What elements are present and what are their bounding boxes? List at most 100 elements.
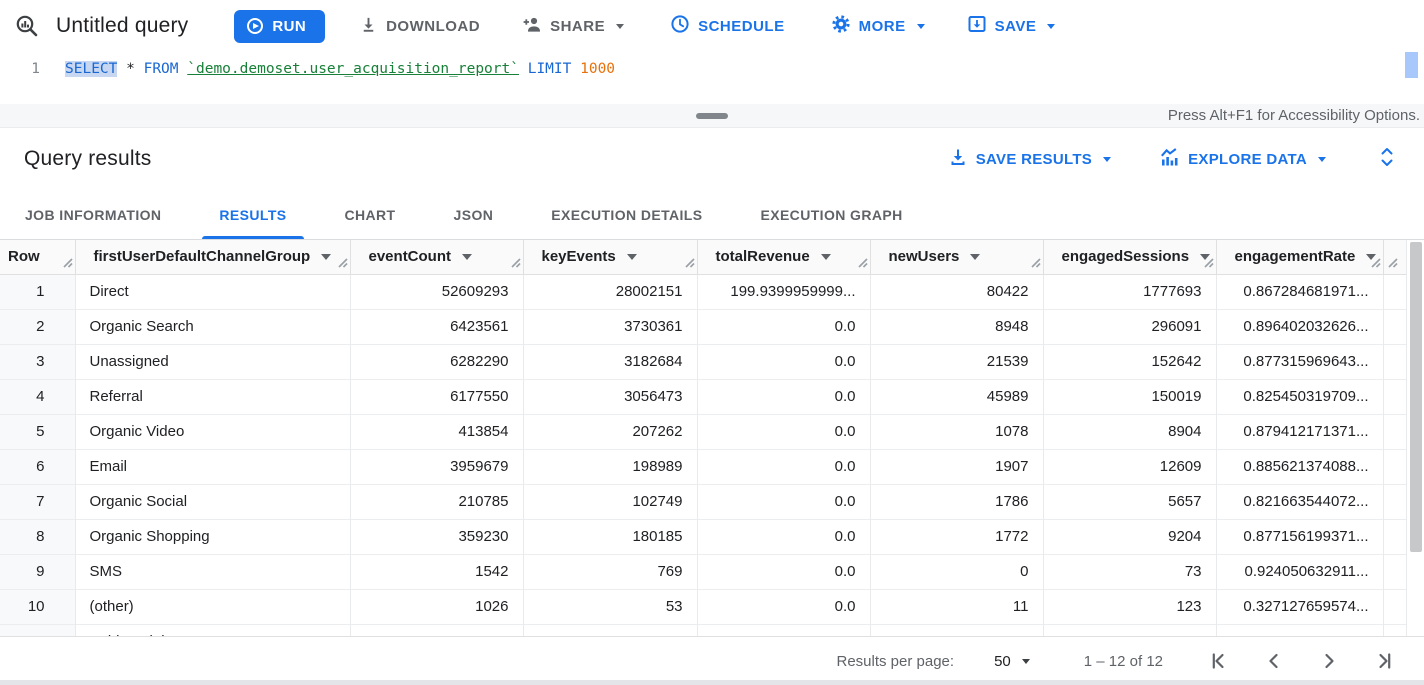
- accessibility-hint: Press Alt+F1 for Accessibility Options.: [1167, 107, 1420, 124]
- newUsers-cell: 11: [870, 588, 1044, 624]
- share-button[interactable]: SHARE: [516, 8, 630, 44]
- pane-drag-handle[interactable]: [696, 112, 728, 119]
- person-add-icon: [522, 14, 542, 38]
- eventCount-cell: 52609293: [350, 273, 524, 309]
- column-resize-handle-icon[interactable]: [684, 255, 695, 272]
- first-page-button[interactable]: [1207, 649, 1231, 673]
- eventCount-cell: 1542: [350, 553, 524, 589]
- save-results-button[interactable]: SAVE RESULTS: [942, 143, 1117, 175]
- editor-scrollbar-thumb[interactable]: [1405, 52, 1418, 78]
- page-size-select[interactable]: 50: [994, 653, 1030, 670]
- row-number-cell: 6: [0, 448, 76, 484]
- eventCount-cell: 359230: [350, 518, 524, 554]
- column-header-firstUserDefaultChannelGroup[interactable]: firstUserDefaultChannelGroup: [75, 240, 351, 275]
- chevron-right-icon: [1325, 653, 1334, 669]
- column-menu-caret-icon[interactable]: [1366, 253, 1377, 260]
- download-button[interactable]: DOWNLOAD: [353, 9, 486, 44]
- tab-execution-details[interactable]: EXECUTION DETAILS: [551, 206, 703, 223]
- column-resize-handle-icon[interactable]: [1030, 255, 1041, 272]
- next-page-button[interactable]: [1317, 649, 1341, 673]
- table-scrollbar-thumb[interactable]: [1410, 242, 1422, 552]
- column-resize-handle-icon[interactable]: [510, 255, 521, 272]
- tab-execution-graph[interactable]: EXECUTION GRAPH: [760, 206, 903, 223]
- column-header-newUsers[interactable]: newUsers: [870, 240, 1044, 275]
- page-range-label: 1 – 12 of 12: [1083, 652, 1163, 670]
- bigquery-query-icon: [14, 13, 40, 39]
- table-scrollbar[interactable]: [1406, 240, 1424, 636]
- tab-results[interactable]: RESULTS: [202, 190, 304, 239]
- column-header-label: eventCount: [368, 248, 452, 266]
- column-header-label: engagementRate: [1234, 248, 1356, 266]
- splitter-strip: Press Alt+F1 for Accessibility Options.: [0, 104, 1424, 128]
- save-icon: [967, 14, 987, 38]
- channel-cell: Referral: [75, 378, 351, 414]
- tab-job-information[interactable]: JOB INFORMATION: [25, 206, 162, 223]
- sql-code-line[interactable]: SELECT * FROM `demo.demoset.user_acquisi…: [65, 58, 615, 80]
- previous-page-button[interactable]: [1262, 649, 1286, 673]
- download-icon: [359, 15, 378, 38]
- column-resize-handle-icon[interactable]: [337, 255, 348, 272]
- column-header-engagedSessions[interactable]: engagedSessions: [1043, 240, 1217, 275]
- column-header-label: firstUserDefaultChannelGroup: [93, 248, 311, 266]
- channel-cell: Unassigned: [75, 343, 351, 379]
- run-button[interactable]: RUN: [234, 9, 326, 43]
- column-resize-handle-icon[interactable]: [1387, 255, 1398, 272]
- horizontal-scrollbar-track[interactable]: [0, 680, 1424, 685]
- eventCount-cell: 413854: [350, 413, 524, 449]
- query-results-header: Query results SAVE RESULTS EXPLORE DATA: [0, 128, 1424, 190]
- table-row: 11Paid Social9371340.0091.0: [0, 623, 1407, 636]
- share-button-label: SHARE: [550, 17, 606, 35]
- clipped-cell: [1383, 448, 1407, 484]
- save-results-download-icon: [948, 147, 968, 171]
- row-number-cell: 11: [0, 623, 76, 636]
- last-page-button[interactable]: [1372, 649, 1396, 673]
- schedule-button[interactable]: SCHEDULE: [664, 8, 791, 44]
- tab-chart[interactable]: CHART: [344, 206, 396, 223]
- column-menu-caret-icon[interactable]: [1200, 253, 1211, 260]
- column-menu-caret-icon[interactable]: [820, 253, 831, 260]
- totalRevenue-cell: 0.0: [697, 588, 871, 624]
- chevron-left-icon: [1269, 653, 1278, 669]
- engagementRate-cell: 0.877156199371...: [1216, 518, 1384, 554]
- column-menu-caret-icon[interactable]: [626, 253, 637, 260]
- engagedSessions-cell: 152642: [1043, 343, 1217, 379]
- column-header-Row[interactable]: Row: [0, 240, 76, 275]
- column-header-eventCount[interactable]: eventCount: [350, 240, 524, 275]
- table-row: 2 Organic Search 6423561 3730361 0.0 8948 2960…: [0, 308, 1407, 344]
- sql-editor[interactable]: 1 SELECT * FROM `demo.demoset.user_acqui…: [0, 52, 1424, 104]
- engagementRate-cell: 0.879412171371...: [1216, 413, 1384, 449]
- column-header-totalRevenue[interactable]: totalRevenue: [697, 240, 871, 275]
- keyEvents-cell: 28002151: [523, 273, 698, 309]
- explore-data-button[interactable]: EXPLORE DATA: [1153, 143, 1332, 176]
- engagementRate-cell: 0.821663544072...: [1216, 483, 1384, 519]
- line-number: 1: [31, 61, 40, 77]
- channel-cell: Direct: [75, 273, 351, 309]
- more-button[interactable]: MORE: [825, 8, 931, 44]
- query-title[interactable]: Untitled query: [56, 14, 189, 37]
- column-menu-caret-icon[interactable]: [321, 253, 332, 260]
- unfold-icon: [1378, 146, 1396, 172]
- column-header-clipped: [1383, 240, 1407, 275]
- eventCount-cell: 6423561: [350, 308, 524, 344]
- column-resize-handle-icon[interactable]: [857, 255, 868, 272]
- column-resize-handle-icon[interactable]: [1203, 255, 1214, 272]
- row-number-cell: 3: [0, 343, 76, 379]
- newUsers-cell: 21539: [870, 343, 1044, 379]
- column-resize-handle-icon[interactable]: [1370, 255, 1381, 272]
- keyEvents-cell: 769: [523, 553, 698, 589]
- column-resize-handle-icon[interactable]: [62, 255, 73, 272]
- table-row: 5 Organic Video 413854 207262 0.0 1078 8904 0.8…: [0, 413, 1407, 449]
- sql-token: *: [117, 61, 144, 77]
- column-menu-caret-icon[interactable]: [462, 253, 472, 260]
- clipped-cell: [1383, 518, 1407, 554]
- column-header-engagementRate[interactable]: engagementRate: [1216, 240, 1384, 275]
- pagination-footer: Results per page: 50 1 – 12 of 12: [0, 636, 1424, 685]
- column-menu-caret-icon[interactable]: [970, 253, 981, 260]
- sql-token: `demo.demoset.user_acquisition_report`: [187, 61, 519, 77]
- save-button[interactable]: SAVE: [961, 8, 1062, 44]
- table-row: 3 Unassigned 6282290 3182684 0.0 21539 152642 0…: [0, 343, 1407, 379]
- expand-panel-button[interactable]: [1372, 142, 1402, 176]
- column-header-keyEvents[interactable]: keyEvents: [523, 240, 698, 275]
- tab-json[interactable]: JSON: [453, 206, 494, 223]
- row-number-cell: 5: [0, 413, 76, 449]
